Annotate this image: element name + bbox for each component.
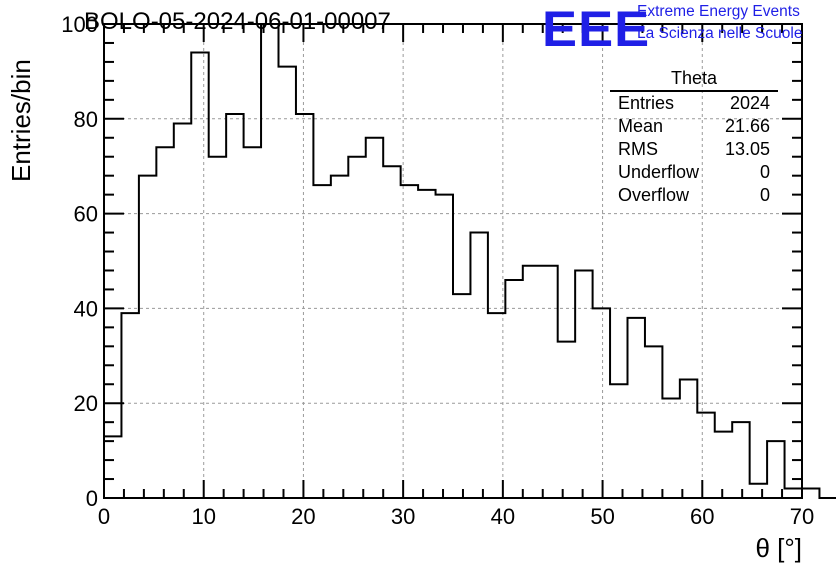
stats-row-entries: Entries 2024 <box>610 92 778 115</box>
stats-row-rms: RMS 13.05 <box>610 138 778 161</box>
histogram-bin <box>331 176 348 498</box>
x-tick-label: 30 <box>391 504 415 529</box>
histogram-bin <box>540 266 557 498</box>
x-tick-label: 50 <box>590 504 614 529</box>
histogram-bin <box>313 185 330 498</box>
stats-label: Mean <box>618 116 664 136</box>
x-tick-label: 70 <box>790 504 814 529</box>
grid-lines <box>104 24 802 498</box>
histogram-bin <box>697 413 714 498</box>
histogram-bin <box>470 233 487 498</box>
stats-row-mean: Mean 21.66 <box>610 115 778 138</box>
stats-box: Theta Entries 2024 Mean 21.66 RMS 13.05 Und… <box>610 68 778 207</box>
histogram-bin <box>296 114 313 498</box>
histogram-bin <box>139 176 156 498</box>
eee-logo: EEE <box>542 1 651 57</box>
histogram-bin <box>662 398 679 498</box>
histogram-series <box>103 23 836 499</box>
histogram-bin <box>191 52 208 498</box>
stats-value: 21.66 <box>724 116 770 136</box>
histogram-bin <box>279 67 296 498</box>
histogram-bin <box>418 190 435 498</box>
y-tick-label: 60 <box>74 202 98 227</box>
y-tick-label: 100 <box>61 12 98 37</box>
y-tick-label: 0 <box>86 486 98 511</box>
logo-text-line-1: Extreme Energy Events <box>637 3 800 20</box>
histogram-bin <box>121 313 138 498</box>
histogram-bin <box>575 270 592 498</box>
plot-frame <box>103 23 803 499</box>
x-axis-label: θ [°] <box>755 533 802 563</box>
histogram-bin <box>802 489 819 498</box>
tick-labels: 0 10 20 30 40 50 60 70 0 20 40 60 80 100 <box>61 12 814 529</box>
histogram-bin <box>226 114 243 498</box>
stats-label: Underflow <box>618 162 700 182</box>
x-tick-label: 40 <box>491 504 515 529</box>
x-tick-label: 0 <box>98 504 110 529</box>
histogram-bin <box>750 484 767 498</box>
histogram-bin <box>645 346 662 498</box>
logo-text-line-2: La Scienza nelle Scuole <box>637 25 803 42</box>
histogram-bin <box>104 436 121 498</box>
y-tick-label: 20 <box>74 391 98 416</box>
histogram-bin <box>174 124 191 498</box>
stats-label: Overflow <box>618 185 690 205</box>
histogram-bin <box>209 157 226 498</box>
histogram-bin <box>366 138 383 498</box>
histogram-bin <box>348 157 365 498</box>
histogram-bin <box>453 294 470 498</box>
stats-value: 13.05 <box>724 139 770 159</box>
y-tick-label: 40 <box>74 296 98 321</box>
histogram-bin <box>593 308 610 498</box>
stats-row-overflow: Overflow 0 <box>610 184 778 207</box>
stats-title: Theta <box>610 68 778 92</box>
histogram-bin <box>558 342 575 498</box>
histogram-bin <box>488 313 505 498</box>
histogram-bin <box>628 318 645 498</box>
histogram-bin <box>261 24 278 498</box>
stats-value: 0 <box>759 162 770 182</box>
stats-label: RMS <box>618 139 658 159</box>
histogram-bin <box>383 166 400 498</box>
histogram-bin <box>715 432 732 498</box>
x-tick-label: 60 <box>690 504 714 529</box>
histogram-bin <box>785 489 802 498</box>
histogram-bin <box>610 384 627 498</box>
stats-value: 2024 <box>729 93 770 113</box>
stats-label: Entries <box>618 93 675 113</box>
stats-row-underflow: Underflow 0 <box>610 161 778 184</box>
histogram-outline <box>103 23 836 499</box>
histogram-bin <box>523 266 540 498</box>
histogram-bin <box>680 380 697 499</box>
chart-title: BOLO-05-2024-06-01-00007 <box>84 8 391 35</box>
axis-ticks <box>103 23 803 499</box>
y-tick-label: 80 <box>74 107 98 132</box>
histogram-bin <box>156 147 173 498</box>
x-tick-label: 20 <box>291 504 315 529</box>
histogram-bin <box>401 185 418 498</box>
histogram-bin <box>732 422 749 498</box>
histogram-bin <box>244 147 261 498</box>
histogram-bin <box>436 195 453 498</box>
stats-value: 0 <box>759 185 770 205</box>
histogram-bin <box>505 280 522 498</box>
x-tick-label: 10 <box>191 504 215 529</box>
y-axis-label: Entries/bin <box>6 59 36 182</box>
